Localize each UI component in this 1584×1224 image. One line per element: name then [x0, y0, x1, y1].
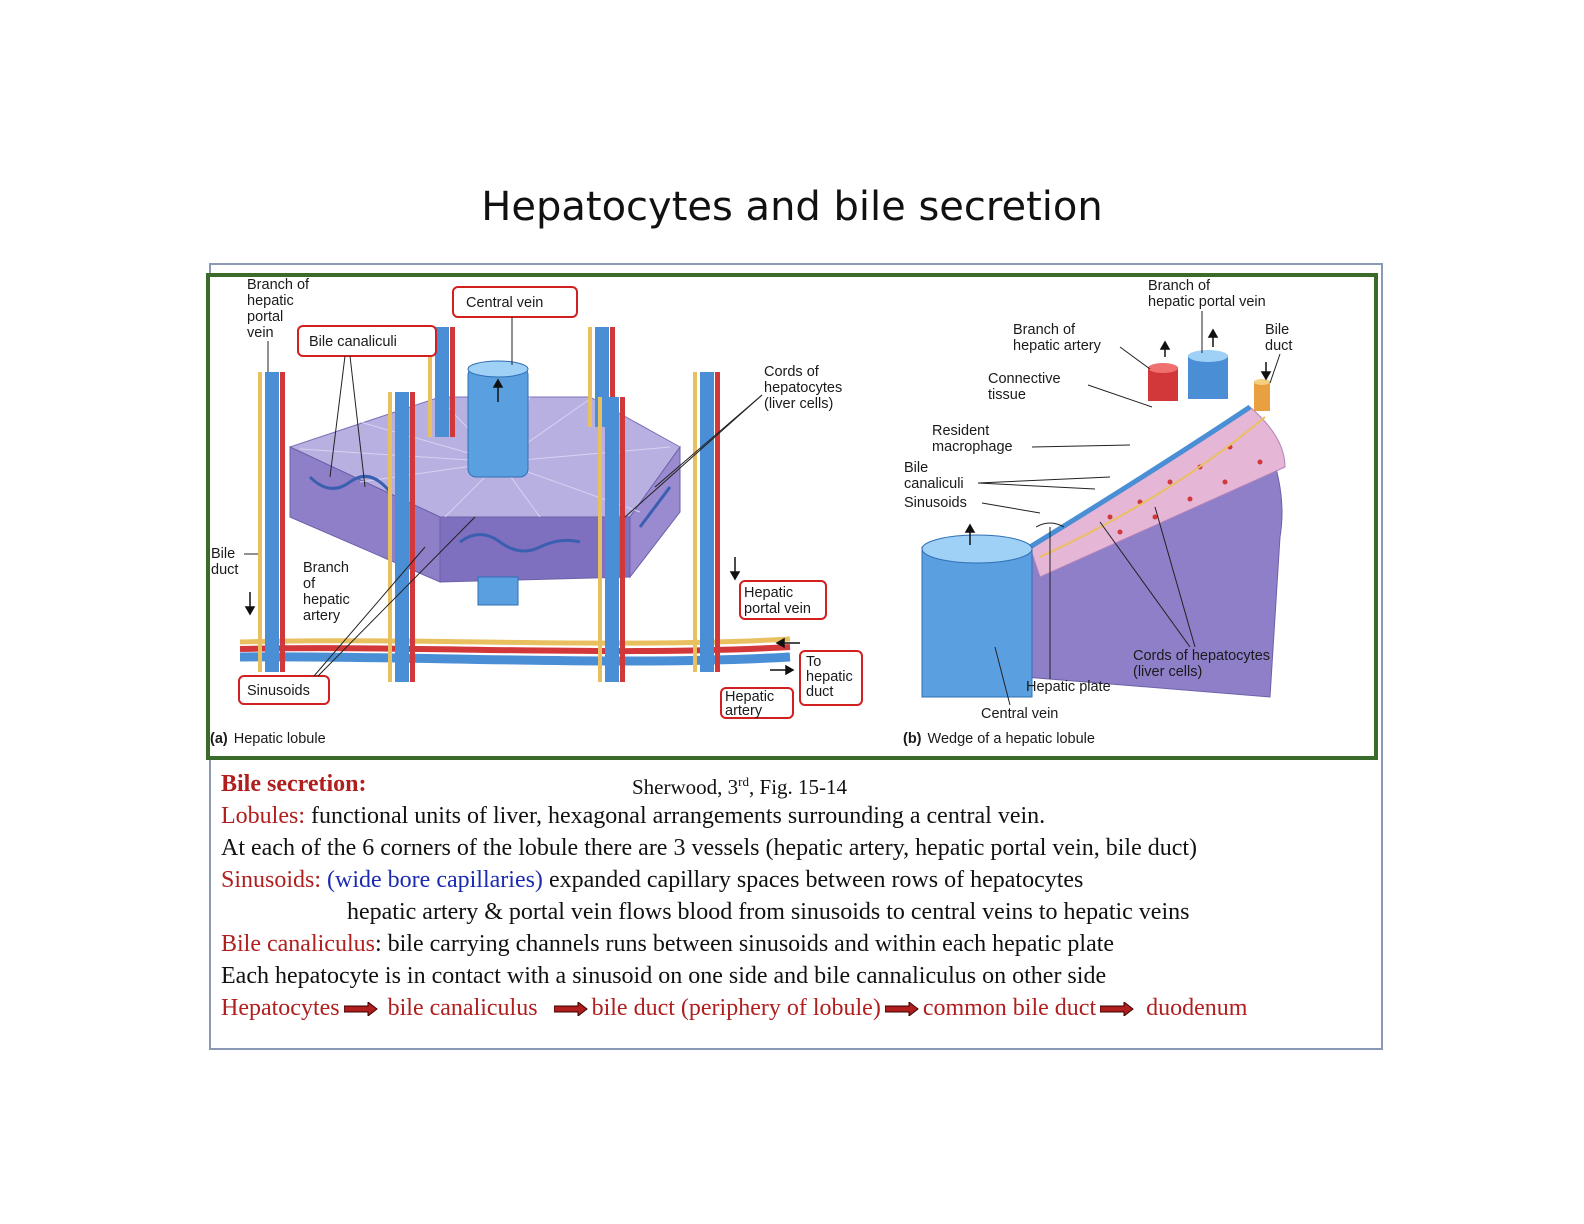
corners-line: At each of the 6 corners of the lobule t…: [221, 835, 1198, 861]
label-branch-portal-vein-a: Branch of hepatic portal vein: [247, 277, 310, 341]
sinusoids-line: Sinusoids: (wide bore capillaries) expan…: [221, 867, 1084, 893]
label-connective-tissue-b: Connective tissue: [988, 371, 1061, 403]
label-bile-duct-a: Bile duct: [211, 546, 238, 578]
pathway-arrow-icon: [884, 1002, 919, 1017]
label-branch-portal-vein-b: Branch of hepatic portal vein: [1148, 278, 1266, 310]
label-bile-duct-b: Bile duct: [1265, 322, 1292, 354]
label-bile-canaliculi-b: Bile canaliculi: [904, 460, 964, 492]
contact-line: Each hepatocyte is in contact with a sin…: [221, 963, 1107, 989]
pathway-arrow-icon: [1100, 1002, 1134, 1017]
label-resident-macrophage-b: Resident macrophage: [932, 423, 1013, 455]
lobules-line: Lobules: functional units of liver, hexa…: [221, 803, 1046, 829]
label-bile-canaliculi-a: Bile canaliculi: [309, 334, 397, 350]
label-cords-b: Cords of hepatocytes (liver cells): [1133, 648, 1270, 680]
label-hepatic-portal-vein-a: Hepatic portal vein: [744, 585, 811, 617]
pathway-step-common-bile-duct: common bile duct: [922, 995, 1097, 1021]
central-vein-callout: [452, 286, 578, 318]
pathway-step-duodenum: duodenum: [1146, 995, 1248, 1021]
to-hepatic-duct-callout: [799, 650, 863, 706]
pathway-step-canaliculus: bile canaliculus: [387, 995, 538, 1021]
panel-a-illustration: [239, 327, 800, 682]
liver-lobule-figure: Branch of hepatic portal vein Bile canalicu…: [210, 277, 1292, 747]
figure-credit: Sherwood, 3rd, Fig. 15-14: [632, 774, 848, 799]
bile-secretion-notes: Bile secretion: Lobules: functional unit…: [221, 768, 1381, 1024]
label-sinusoids-a: Sinusoids: [247, 683, 310, 699]
hepatic-portal-vein-callout: [739, 580, 827, 620]
slide-title: Hepatocytes and bile secretion: [481, 184, 1103, 230]
pathway-arrow-icon: [343, 1002, 378, 1017]
bile-canaliculi-callout: [297, 325, 437, 357]
bile-pathway: Hepatocytes bile canaliculus bile duct (pe…: [221, 992, 1381, 1024]
hepatic-artery-callout: [720, 687, 794, 719]
sinusoids-callout: [238, 675, 330, 705]
pathway-step-bile-duct: bile duct (periphery of lobule): [591, 995, 881, 1021]
label-central-vein-a: Central vein: [466, 295, 543, 311]
label-hepatic-plate-b: Hepatic plate: [1026, 679, 1111, 695]
panel-b-caption: (b) Wedge of a hepatic lobule: [903, 731, 1095, 747]
panel-a-labels: Branch of hepatic portal vein Bile canalicu…: [210, 277, 863, 747]
label-central-vein-b: Central vein: [981, 706, 1058, 722]
pathway-arrow-icon: [553, 1002, 588, 1017]
label-sinusoids-b: Sinusoids: [904, 495, 967, 511]
notes-heading: Bile secretion:: [221, 771, 367, 797]
flow-line: hepatic artery & portal vein flows blood…: [347, 899, 1190, 925]
label-branch-hepatic-artery-a: Branch of hepatic artery: [303, 560, 350, 624]
canaliculus-line: Bile canaliculus: bile carrying channels…: [221, 931, 1115, 957]
panel-b-illustration: [921, 328, 1286, 698]
figure-frame: Branch of hepatic portal vein Bile canalicu…: [206, 273, 1378, 760]
pathway-step-hepatocytes: Hepatocytes: [221, 995, 340, 1021]
label-cords-a: Cords of hepatocytes (liver cells): [764, 364, 842, 412]
panel-a-caption: (a) Hepatic lobule: [210, 731, 326, 747]
label-to-hepatic-duct-a: To hepatic duct: [806, 654, 853, 700]
label-branch-hepatic-artery-b: Branch of hepatic artery: [1013, 322, 1102, 354]
label-hepatic-artery-a: Hepatic artery: [725, 689, 774, 719]
panel-b-labels: Branch of hepatic portal vein Branch of he…: [903, 278, 1292, 747]
